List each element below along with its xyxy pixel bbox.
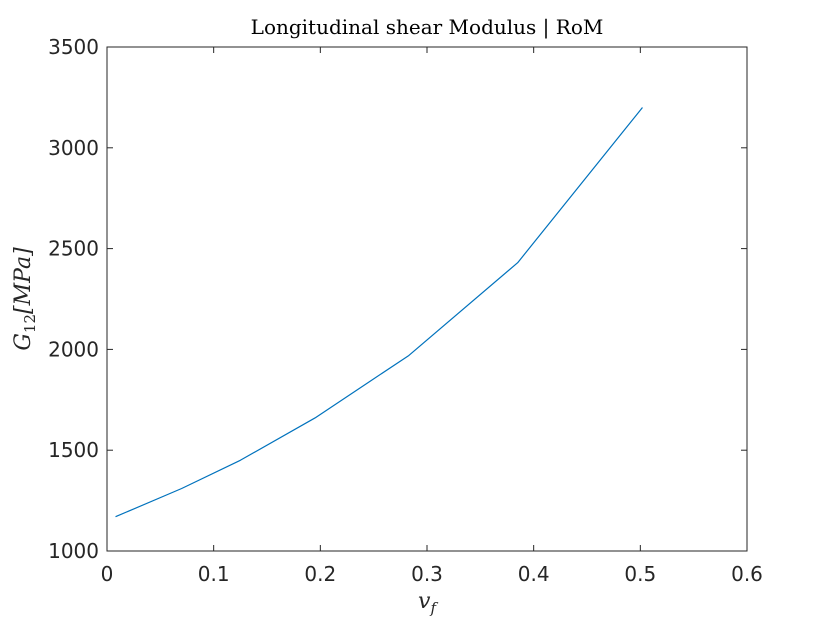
y-axis-label-units: [MPa] [11,247,36,314]
y-tick-label: 1500 [48,438,99,462]
x-tick-label: 0 [101,562,114,586]
y-tick-label: 3000 [48,136,99,160]
chart-title: Longitudinal shear Modulus | RoM [251,15,604,40]
y-tick-label: 1000 [48,539,99,563]
y-tick-label: 2000 [48,337,99,361]
x-axis-label-subscript: f [429,599,438,617]
series-layer [115,107,643,518]
y-tick-label: 2500 [48,237,99,261]
x-tick-label: 0.3 [411,562,443,586]
y-axis-label: G12[MPa] [11,247,39,351]
x-tick-label: 0.2 [304,562,336,586]
x-tick-label: 0.4 [518,562,550,586]
y-axis-label-subscript: 12 [21,314,39,333]
x-axis-ticks: 0 0.1 0.2 0.3 0.4 0.5 0.6 [101,47,763,586]
y-axis-label-main: G [11,333,36,351]
plot-area [106,46,748,552]
y-tick-label: 3500 [48,35,99,59]
x-tick-label: 0.5 [624,562,656,586]
y-axis-ticks: 1000 1500 2000 2500 3000 3500 [48,35,747,563]
x-axis-label: vf [418,589,438,617]
series-line [115,107,643,518]
x-axis-label-main: v [418,589,431,614]
x-tick-label: 0.6 [731,562,763,586]
x-tick-label: 0.1 [198,562,230,586]
